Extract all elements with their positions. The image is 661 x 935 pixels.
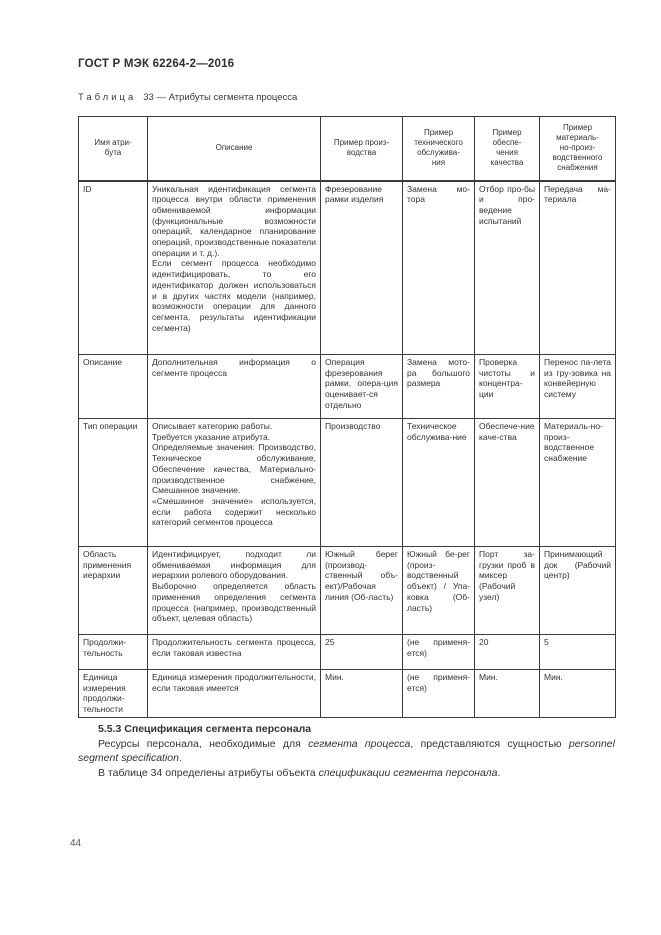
paragraph-text: В таблице 34 определены атрибуты объекта [98,766,319,779]
cell-quality-example: Проверка чистоты и концентра-ции [474,354,540,419]
col-header-quality-example: Пример обеспе- чения качества [474,116,540,182]
cell-inventory-example: Принимающий док (Рабочий центр) [539,546,616,635]
cell-inventory-example: 5 [539,634,616,670]
cell-quality-example: Мин. [474,669,540,718]
cell-production-example: Мин. [320,669,403,718]
cell-production-example: Операция фрезерования рамки, опера-ция о… [320,354,403,419]
table-header-row: Имя атри- бута Описание Пример произ- во… [78,116,616,182]
table-caption-word: Таблица [78,92,137,103]
cell-inventory-example: Материаль-но-произ-водственное снабжение [539,418,616,547]
col-header-attr-name: Имя атри- бута [78,116,148,182]
cell-quality-example: 20 [474,634,540,670]
paragraph-table34-reference: В таблице 34 определены атрибуты объекта… [78,766,615,781]
cell-maintenance-example: Замена мо-тора [402,180,475,355]
table-row-operation-type: Тип операции Описывает категорию работы.… [78,418,616,547]
table-caption-text: 33 — Атрибуты сегмента процесса [143,92,298,103]
page-number: 44 [70,838,82,849]
paragraph-italic-term: personnel segment specification [78,737,615,765]
cell-attr-name: ID [78,180,148,355]
cell-maintenance-example: (не применя-ется) [402,669,475,718]
cell-description: Описывает категорию работы. Требуется ук… [147,418,321,547]
paragraph-personnel-resources: Ресурсы персонала, необходимые для сегме… [78,737,615,766]
cell-maintenance-example: Замена мото-ра большого размера [402,354,475,419]
cell-quality-example: Порт за-грузки проб в миксер (Рабочий уз… [474,546,540,635]
table-row-id: ID Уникальная идентификация сегмента про… [78,180,616,355]
cell-inventory-example: Перенос па-лета из гру-зовика на конвейе… [539,354,616,419]
process-segment-attributes-table: Имя атри- бута Описание Пример произ- во… [78,116,616,718]
table-row-duration-unit: Единица измерения продолжи-тельности Еди… [78,669,616,718]
cell-quality-example: Отбор про-бы и про-ведение испытаний [474,180,540,355]
cell-production-example: Фрезерование рамки изделия [320,180,403,355]
cell-maintenance-example: Техническое обслужива-ние [402,418,475,547]
cell-production-example: Производство [320,418,403,547]
section-heading: 5.5.3 Спецификация сегмента персонала [98,723,312,735]
table-row-duration: Продолжи-тельность Продолжительность сег… [78,634,616,670]
cell-attr-name: Продолжи-тельность [78,634,148,670]
cell-description: Единица измерения продолжительности, есл… [147,669,321,718]
col-header-description: Описание [147,116,321,182]
paragraph-italic-term: спецификации сегмента персонала [318,766,498,779]
col-header-inventory-example: Пример материаль- но-произ- водственного… [539,116,616,182]
cell-production-example: Южный берег (производ-ственный объ-ект)/… [320,546,403,635]
table-caption: Таблица 33 — Атрибуты сегмента процесса [78,92,297,103]
section-553: 5.5.3 Спецификация сегмента персонала Ре… [78,722,615,780]
paragraph-text: , представляются сущностью [410,737,569,750]
paragraph-text: . [178,752,182,764]
paragraph-italic-term: сегмента процесса [308,737,411,750]
paragraph-text: . [497,766,501,779]
col-header-production-example: Пример произ- водства [320,116,403,182]
cell-inventory-example: Мин. [539,669,616,718]
paragraph-text: Ресурсы персонала, необходимые для [98,737,309,750]
cell-quality-example: Обеспече-ние каче-ства [474,418,540,547]
document-header: ГОСТ Р МЭК 62264-2—2016 [78,58,235,70]
col-header-maintenance-example: Пример технического обслужива- ния [402,116,475,182]
cell-description: Продолжительность сегмента процесса, есл… [147,634,321,670]
table-row-hierarchy-scope: Область применения иерархии Идентифициру… [78,546,616,635]
cell-production-example: 25 [320,634,403,670]
cell-attr-name: Тип операции [78,418,148,547]
table-row-description: Описание Дополнительная информация о сег… [78,354,616,419]
cell-description: Идентифицирует, подходит ли обмениваемая… [147,546,321,635]
cell-attr-name: Описание [78,354,148,419]
cell-attr-name: Область применения иерархии [78,546,148,635]
cell-attr-name: Единица измерения продолжи-тельности [78,669,148,718]
cell-description: Уникальная идентификация сегмента процес… [147,180,321,355]
cell-description: Дополнительная информация о сегменте про… [147,354,321,419]
cell-maintenance-example: (не применя-ется) [402,634,475,670]
cell-inventory-example: Передача ма-териала [539,180,616,355]
cell-maintenance-example: Южный бе-рег (произ-водственный объект) … [402,546,475,635]
